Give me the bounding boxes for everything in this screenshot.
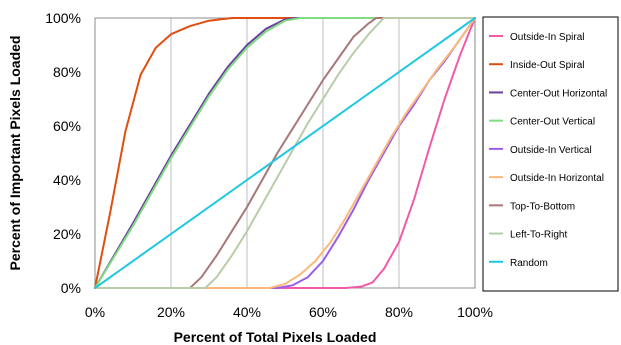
legend-label-top-to-bottom: Top-To-Bottom (510, 201, 575, 212)
legend-label-center-out-horizontal: Center-Out Horizontal (510, 88, 607, 99)
series-line-inside-out-spiral (94, 17, 476, 289)
legend: Outside-In Spiral Inside-Out Spiral Center… (482, 16, 619, 292)
x-tick-label: 20% (157, 304, 185, 320)
series-line-random (94, 17, 476, 289)
y-axis-title: Percent of Important Pixels Loaded (7, 36, 23, 271)
y-tick-label: 0% (61, 280, 81, 296)
series-lines (94, 17, 476, 289)
x-tick-label: 40% (233, 304, 261, 320)
y-tick-label: 40% (53, 172, 81, 188)
y-tick-label: 80% (53, 64, 81, 80)
series-line-top-to-bottom (94, 17, 476, 289)
series-line-left-to-right (94, 17, 476, 289)
x-axis-title: Percent of Total Pixels Loaded (174, 329, 377, 345)
series-line-outside-in-horizontal (94, 17, 476, 289)
series-line-outside-in-spiral (94, 17, 476, 289)
legend-label-center-out-vertical: Center-Out Vertical (510, 117, 595, 128)
x-tick-label: 80% (385, 304, 413, 320)
x-tick-label: 0% (85, 304, 105, 320)
legend-label-outside-in-vertical: Outside-In Vertical (510, 145, 592, 156)
tick-labels: 0% 20% 40% 60% 80% 100% 0% 20% 40% 60% 80% 100% (45, 10, 493, 320)
x-tick-label: 100% (457, 304, 493, 320)
y-tick-label: 100% (45, 10, 81, 26)
x-tick-label: 60% (309, 304, 337, 320)
legend-label-inside-out-spiral: Inside-Out Spiral (510, 60, 584, 71)
legend-label-left-to-right: Left-To-Right (510, 230, 567, 241)
legend-box (482, 16, 619, 292)
legend-label-outside-in-spiral: Outside-In Spiral (510, 32, 584, 43)
legend-label-outside-in-horizontal: Outside-In Horizontal (510, 173, 604, 184)
legend-label-random: Random (510, 258, 548, 269)
y-tick-label: 60% (53, 118, 81, 134)
y-tick-label: 20% (53, 226, 81, 242)
series-line-center-out-vertical (94, 17, 476, 289)
legend-items: Outside-In Spiral Inside-Out Spiral Center… (489, 32, 607, 269)
